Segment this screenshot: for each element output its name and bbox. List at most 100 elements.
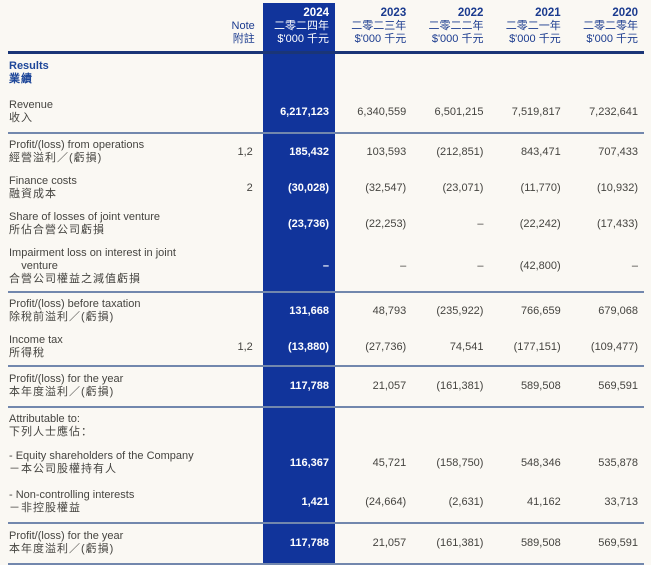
table-row-impairment: Impairment loss on interest in joint ven… xyxy=(8,242,644,292)
value-2022: (2,631) xyxy=(448,496,484,508)
row-note xyxy=(214,365,263,407)
value-2023: (22,253) xyxy=(365,217,407,230)
table-row-income-tax: Income tax 所得稅 1,2 (13,880) (27,736) 74,… xyxy=(8,329,644,366)
row-label: Revenue 收入 xyxy=(9,99,54,124)
table-row-revenue: Revenue 收入 6,217,123 6,340,559 6,501,215… xyxy=(8,93,644,133)
row-label: Profit/(loss) for the year 本年度溢利／(虧損) xyxy=(8,522,215,565)
row-note xyxy=(215,483,263,523)
value-2022: (161,381) xyxy=(412,522,490,565)
value-2021: 589,508 xyxy=(489,365,567,407)
value-2021: (42,800) xyxy=(519,260,561,272)
table-row-profit-for-year-total: Profit/(loss) for the year 本年度溢利／(虧損) 11… xyxy=(8,522,644,565)
header-spacer xyxy=(8,3,215,54)
value-2023: 21,057 xyxy=(335,365,413,407)
table-row-finance-costs: Finance costs 融資成本 2 (30,028) (32,547) (… xyxy=(8,170,644,206)
row-note xyxy=(214,291,263,329)
row-label: Finance costs 融資成本 xyxy=(9,175,77,200)
five-year-summary-page: Note 附註 2024 二零二四年 $'000 千元 2023 二零二三年 $… xyxy=(8,3,644,565)
row-label: Profit/(loss) before taxation 除稅前溢利／(虧損) xyxy=(8,291,215,329)
value-2022: (161,381) xyxy=(412,365,490,407)
section-heading-results: Results 業績 xyxy=(8,52,644,93)
value-2022: (158,750) xyxy=(436,457,484,469)
value-2020 xyxy=(566,406,644,444)
row-label: Profit/(loss) for the year 本年度溢利／(虧損) xyxy=(8,365,215,407)
value-2020: 535,878 xyxy=(598,457,638,469)
row-label: - Equity shareholders of the Company －本公… xyxy=(9,450,194,475)
value-2020: 569,591 xyxy=(566,365,644,407)
value-2020: – xyxy=(631,260,638,272)
value-2024: 131,668 xyxy=(262,291,335,329)
financial-summary-table: Note 附註 2024 二零二四年 $'000 千元 2023 二零二三年 $… xyxy=(8,3,644,565)
row-note: 1,2 xyxy=(214,132,263,170)
value-2024: (23,736) xyxy=(262,206,335,242)
value-2021: (22,242) xyxy=(519,217,561,230)
value-2021: 548,346 xyxy=(520,457,561,469)
table-header-row: Note 附註 2024 二零二四年 $'000 千元 2023 二零二三年 $… xyxy=(8,3,644,54)
value-2023: 21,057 xyxy=(335,522,413,565)
table-row-profit-for-year: Profit/(loss) for the year 本年度溢利／(虧損) 11… xyxy=(8,365,644,407)
year-header-2022: 2022 二零二二年 $'000 千元 xyxy=(412,3,490,54)
row-note xyxy=(215,93,263,133)
value-2022: (23,071) xyxy=(442,181,484,194)
row-label: - Non-controlling interests －非控股權益 xyxy=(9,489,135,514)
row-label: Profit/(loss) from operations 經營溢利／(虧損) xyxy=(8,132,215,170)
value-2021: 7,519,817 xyxy=(511,106,561,118)
value-2020: 679,068 xyxy=(566,291,644,329)
value-2020: (17,433) xyxy=(597,217,638,230)
value-2024: 6,217,123 xyxy=(262,93,335,133)
row-note xyxy=(214,406,263,444)
row-note xyxy=(215,206,263,242)
value-2022: (212,851) xyxy=(412,132,490,170)
value-2024: (13,880) xyxy=(262,329,335,366)
note-column-header: Note 附註 xyxy=(214,3,263,54)
value-2023: 6,340,559 xyxy=(357,106,407,118)
row-note: 1,2 xyxy=(237,340,253,353)
value-2022: – xyxy=(477,260,484,272)
value-2023: (24,664) xyxy=(365,496,407,508)
table-row-profit-before-tax: Profit/(loss) before taxation 除稅前溢利／(虧損)… xyxy=(8,291,644,329)
value-2024 xyxy=(262,406,335,444)
value-2024: 1,421 xyxy=(262,483,335,523)
value-2021 xyxy=(489,406,567,444)
year-header-2020: 2020 二零二零年 $'000 千元 xyxy=(566,3,644,54)
value-2022: (235,922) xyxy=(412,291,490,329)
value-2024: 117,788 xyxy=(262,365,335,407)
value-2021: 589,508 xyxy=(489,522,567,565)
value-2023: – xyxy=(400,260,407,272)
value-2024: 117,788 xyxy=(262,522,335,565)
value-2020: 707,433 xyxy=(566,132,644,170)
year-header-2023: 2023 二零二三年 $'000 千元 xyxy=(335,3,413,54)
value-2023: 103,593 xyxy=(335,132,413,170)
value-2023: 45,721 xyxy=(372,457,407,469)
table-row-non-controlling-interests: - Non-controlling interests －非控股權益 1,421… xyxy=(8,483,644,523)
year-header-2021: 2021 二零二一年 $'000 千元 xyxy=(489,3,567,54)
value-2024: (30,028) xyxy=(262,170,335,206)
value-2020: 569,591 xyxy=(566,522,644,565)
value-2021: 41,162 xyxy=(527,496,561,508)
value-2020: (109,477) xyxy=(590,340,638,353)
value-2020: 33,713 xyxy=(604,496,638,508)
value-2023 xyxy=(335,406,413,444)
row-note: 2 xyxy=(246,181,253,194)
value-2020: 7,232,641 xyxy=(589,106,638,118)
value-2023: 48,793 xyxy=(335,291,413,329)
row-label: Attributable to: 下列人士應佔： xyxy=(8,406,215,444)
row-note xyxy=(215,444,263,483)
row-label: Income tax 所得稅 xyxy=(9,334,63,359)
table-row-attributable-to: Attributable to: 下列人士應佔： xyxy=(8,406,644,444)
value-2024: – xyxy=(262,242,335,292)
row-label: Share of losses of joint venture 所佔合營公司虧… xyxy=(9,211,161,236)
value-2023: (27,736) xyxy=(365,340,407,353)
section-heading-label: Results 業績 xyxy=(9,60,49,85)
value-2024: 116,367 xyxy=(262,444,335,483)
value-2020: (10,932) xyxy=(597,181,638,194)
row-note xyxy=(214,522,263,565)
value-2022: 6,501,215 xyxy=(434,106,484,118)
value-2023: (32,547) xyxy=(365,181,407,194)
value-2021: (11,770) xyxy=(520,181,561,194)
row-note xyxy=(215,242,263,292)
table-row-jv-losses: Share of losses of joint venture 所佔合營公司虧… xyxy=(8,206,644,242)
value-2021: 843,471 xyxy=(489,132,567,170)
note-label-zh: 附註 xyxy=(232,33,255,45)
value-2021: 766,659 xyxy=(489,291,567,329)
